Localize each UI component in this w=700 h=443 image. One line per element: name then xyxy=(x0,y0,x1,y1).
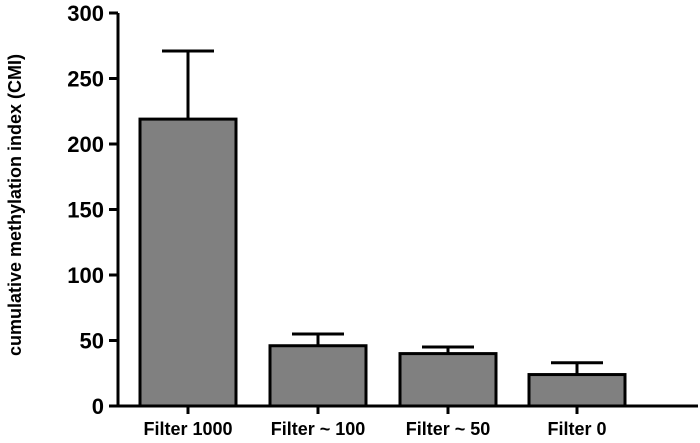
y-tick-label: 150 xyxy=(67,198,104,223)
y-tick-label: 200 xyxy=(67,132,104,157)
error-bars-group xyxy=(162,49,603,375)
y-tick-label: 250 xyxy=(67,67,104,92)
x-axis-labels: Filter 1000 Filter ~ 100 Filter ~ 50 Filter… xyxy=(143,406,607,439)
x-tick-label: Filter 1000 xyxy=(143,419,232,439)
y-tick-label: 0 xyxy=(92,394,104,419)
y-tick-label: 100 xyxy=(67,263,104,288)
x-tick-label: Filter 0 xyxy=(547,419,606,439)
y-axis-title: cumulative methylation index (CMI) xyxy=(5,54,25,356)
y-tick-label: 50 xyxy=(80,329,104,354)
y-axis-ticks: 0 50 100 150 200 250 300 xyxy=(67,1,118,419)
x-tick-label: Filter ~ 100 xyxy=(271,419,366,439)
bar xyxy=(138,117,238,408)
bar xyxy=(398,352,498,408)
bar xyxy=(527,373,627,408)
x-tick-label: Filter ~ 50 xyxy=(406,419,491,439)
bar xyxy=(268,344,368,408)
y-tick-label: 300 xyxy=(67,1,104,26)
